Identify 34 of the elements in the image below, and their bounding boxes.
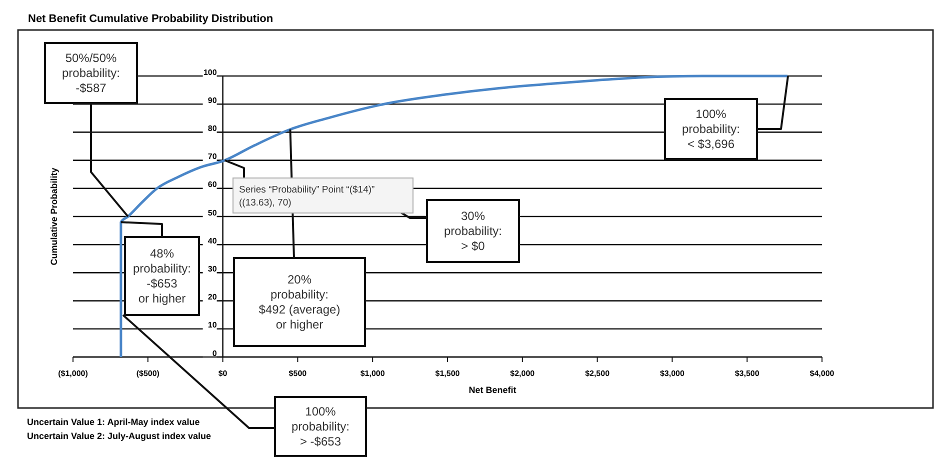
- x-tick-label: $500: [288, 369, 308, 378]
- y-tick-label: 90: [208, 96, 218, 105]
- text: 100% probability: > -$653: [291, 404, 350, 449]
- y-tick-label: 80: [208, 124, 218, 133]
- annotation: 20% probability: $492 (average) or higher: [258, 272, 340, 332]
- x-tick-label: $3,000: [660, 369, 685, 378]
- annotation: 30% probability: > $0: [444, 209, 502, 254]
- x-axis-title: Net Benefit: [468, 385, 516, 395]
- x-tick-label: $1,000: [360, 369, 386, 378]
- x-tick-label: $4,000: [810, 369, 835, 378]
- y-axis-title: Cumulative Probability: [49, 168, 59, 266]
- annotation: 48% probability: -$653 or higher: [132, 246, 192, 306]
- y-tick-label: 70: [208, 152, 218, 162]
- y-tick-label: 40: [208, 236, 218, 246]
- chart-title: Net Benefit Cumulative Probability Distribution: [28, 13, 274, 25]
- x-tick-label: ($500): [136, 369, 160, 378]
- y-tick-label: 60: [208, 180, 218, 190]
- annotation: 100% probability: < $3,696: [682, 107, 740, 152]
- text: Uncertain Value 2: July-August index value: [27, 431, 212, 441]
- x-tick-label: $0: [218, 369, 228, 378]
- text: Uncertain Value 1: April-May index value: [27, 417, 200, 427]
- y-tick-label: 20: [208, 292, 218, 302]
- x-tick-label: ($1,000): [58, 369, 88, 378]
- y-tick-label: 50: [208, 208, 218, 218]
- x-tick-label: $1,500: [435, 369, 460, 378]
- x-tick-label: $3,500: [734, 369, 760, 378]
- x-tick-label: $2,000: [510, 369, 536, 378]
- y-tick-label: 0: [212, 348, 218, 358]
- y-tick-label: 100: [203, 68, 218, 77]
- y-tick-label: 10: [208, 320, 218, 330]
- annotation: 50%/50% probability: -$587: [62, 51, 120, 96]
- x-tick-label: $2,500: [585, 369, 610, 378]
- annotation: Series “Probability” Point “($14)” ((13.63), 70): [239, 184, 375, 208]
- y-tick-label: 30: [208, 264, 218, 274]
